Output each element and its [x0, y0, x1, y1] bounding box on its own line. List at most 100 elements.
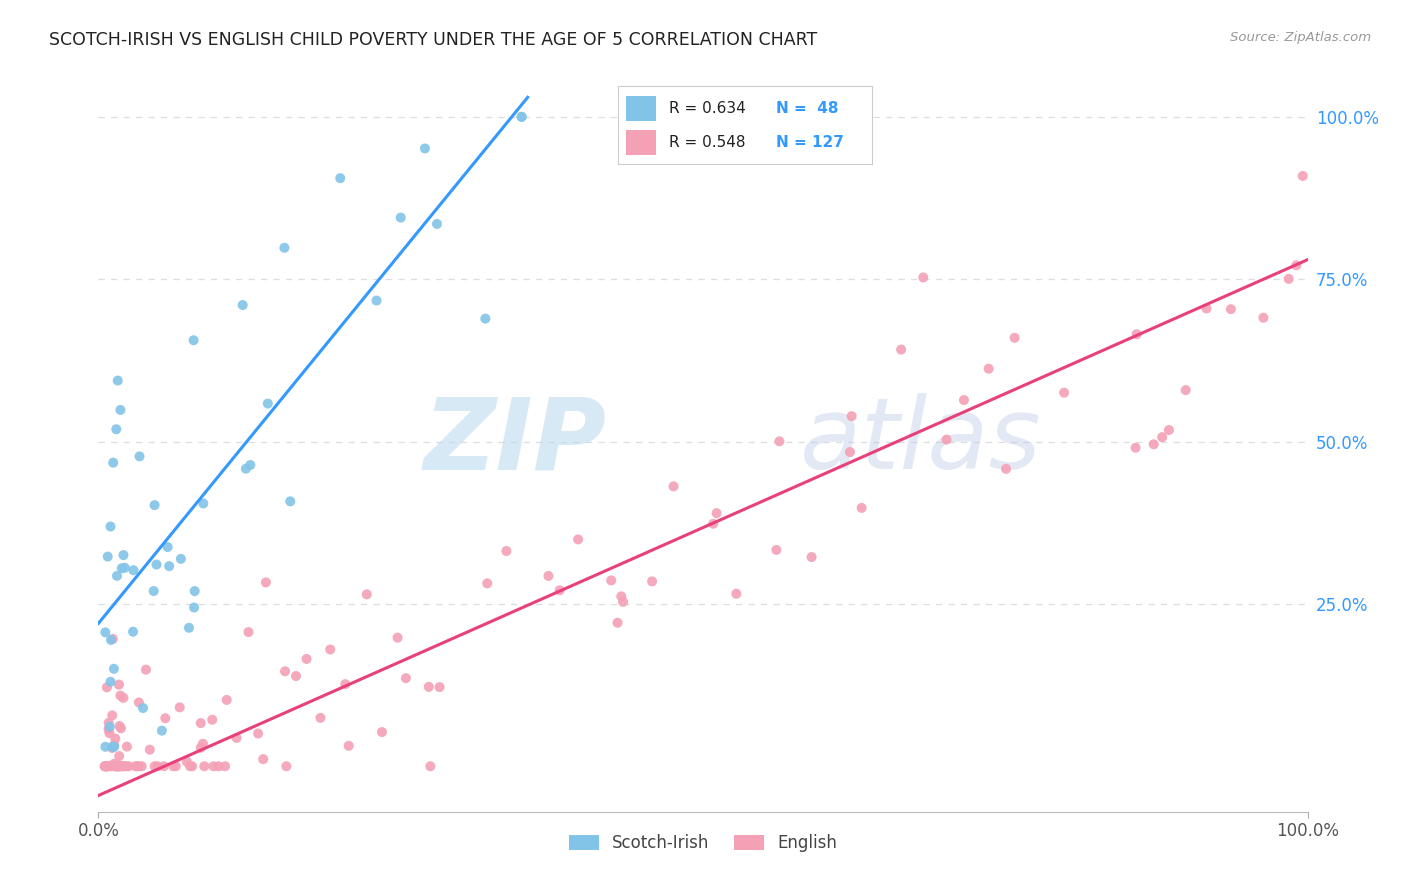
Point — [768, 434, 790, 449]
Point — [143, 759, 166, 773]
Point — [1053, 385, 1076, 400]
Point — [101, 632, 124, 646]
Point — [495, 544, 517, 558]
Point — [247, 726, 270, 740]
Point — [128, 450, 150, 464]
Point — [96, 759, 118, 773]
Point — [94, 739, 117, 754]
Text: ZIP: ZIP — [423, 393, 606, 490]
Point — [122, 624, 145, 639]
Point — [276, 759, 298, 773]
Point — [537, 569, 560, 583]
Point — [105, 759, 128, 773]
Point — [254, 575, 277, 590]
Point — [1152, 430, 1174, 444]
Point — [232, 298, 254, 312]
Point — [641, 574, 664, 589]
Point — [142, 584, 165, 599]
Point — [103, 456, 125, 470]
Legend: Scotch-Irish, English: Scotch-Irish, English — [562, 828, 844, 859]
Point — [108, 749, 131, 764]
Point — [115, 739, 138, 754]
Point — [97, 722, 120, 736]
Point — [183, 333, 205, 347]
Point — [125, 759, 148, 773]
Text: atlas: atlas — [800, 393, 1042, 490]
Point — [103, 738, 125, 752]
Point — [841, 409, 863, 424]
Point — [111, 759, 134, 773]
Point — [110, 759, 132, 773]
Point — [94, 759, 117, 773]
Point — [252, 752, 274, 766]
Point — [1174, 383, 1197, 397]
Point — [114, 560, 136, 574]
Point — [1157, 423, 1180, 437]
Point — [256, 396, 278, 410]
Point — [1143, 437, 1166, 451]
Point — [176, 755, 198, 769]
Point — [335, 677, 357, 691]
Point — [108, 678, 131, 692]
Point — [100, 674, 122, 689]
Point — [1219, 302, 1241, 317]
Point — [110, 721, 132, 735]
Point — [103, 662, 125, 676]
Point — [96, 759, 118, 773]
Point — [662, 479, 685, 493]
Point — [1292, 169, 1315, 183]
Point — [371, 725, 394, 739]
Point — [103, 756, 125, 771]
Point — [1285, 258, 1308, 272]
Point — [1125, 441, 1147, 455]
Point — [118, 759, 141, 773]
Point — [426, 217, 449, 231]
Text: Source: ZipAtlas.com: Source: ZipAtlas.com — [1230, 31, 1371, 45]
Point — [107, 759, 129, 773]
Point — [201, 713, 224, 727]
Point — [97, 715, 120, 730]
Point — [103, 739, 125, 754]
Point — [100, 519, 122, 533]
Point — [510, 110, 533, 124]
Point — [1004, 331, 1026, 345]
Point — [851, 500, 873, 515]
Point — [94, 759, 117, 773]
Point — [96, 681, 118, 695]
Point — [337, 739, 360, 753]
Point — [104, 759, 127, 773]
Point — [995, 462, 1018, 476]
Point — [285, 669, 308, 683]
Point — [128, 696, 150, 710]
Point — [96, 759, 118, 773]
Point — [165, 759, 187, 773]
Point — [114, 759, 136, 773]
Point — [193, 759, 215, 773]
Point — [107, 759, 129, 773]
Point — [419, 759, 441, 773]
Point — [1253, 310, 1275, 325]
Point — [548, 583, 571, 598]
Point — [193, 496, 215, 510]
Point — [100, 759, 122, 773]
Point — [112, 548, 135, 562]
Point — [107, 374, 129, 388]
Point — [132, 701, 155, 715]
Text: SCOTCH-IRISH VS ENGLISH CHILD POVERTY UNDER THE AGE OF 5 CORRELATION CHART: SCOTCH-IRISH VS ENGLISH CHILD POVERTY UN… — [49, 31, 817, 49]
Point — [278, 494, 301, 508]
Point — [108, 719, 131, 733]
Point — [146, 759, 169, 773]
Point — [418, 680, 440, 694]
Point — [890, 343, 912, 357]
Point — [225, 731, 247, 745]
Point — [191, 737, 214, 751]
Point — [98, 720, 121, 734]
Point — [97, 549, 120, 564]
Point — [145, 558, 167, 572]
Point — [155, 711, 177, 725]
Point — [395, 671, 418, 685]
Point — [725, 587, 748, 601]
Point — [112, 690, 135, 705]
Point — [183, 584, 205, 599]
Point — [600, 574, 623, 588]
